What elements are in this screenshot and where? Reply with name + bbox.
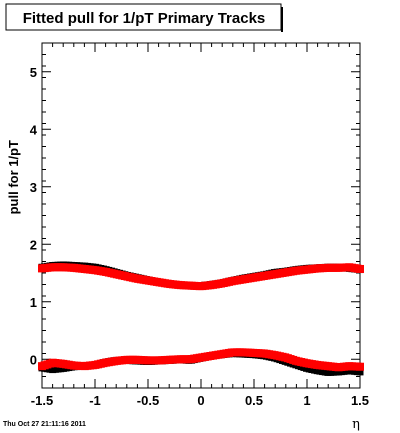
x-tick-label: -1 (89, 393, 101, 408)
y-tick-label: 4 (30, 122, 38, 137)
data-point (356, 368, 364, 376)
y-tick-label: 1 (30, 295, 37, 310)
plot-frame (41, 42, 361, 389)
x-tick-label: 1 (303, 393, 310, 408)
chart-title: Fitted pull for 1/pT Primary Tracks (23, 10, 266, 27)
axis-ticks (41, 42, 361, 389)
x-tick-label: 1.5 (351, 393, 369, 408)
y-tick-label: 3 (30, 180, 37, 195)
y-axis-label: pull for 1/pT (6, 140, 21, 214)
title-box-shadow (281, 7, 283, 32)
axis-tick-labels: -1.5 -1 -0.5 0 0.5 1 1.5 0 1 2 3 4 5 (30, 65, 369, 408)
title-box (5, 3, 282, 31)
x-tick-label: 0.5 (245, 393, 263, 408)
series-1 (38, 263, 364, 291)
data-series (38, 261, 364, 376)
y-tick-label: 0 (30, 352, 37, 367)
x-tick-label: 0 (197, 393, 204, 408)
y-tick-label: 5 (30, 65, 37, 80)
x-tick-label: -0.5 (137, 393, 159, 408)
data-point (356, 362, 364, 371)
x-axis-label: η (352, 417, 360, 432)
series-3 (38, 348, 364, 372)
footer-timestamp: Thu Oct 27 21:11:16 2011 (3, 421, 86, 428)
x-tick-label: -1.5 (31, 393, 53, 408)
y-tick-label: 2 (30, 237, 37, 252)
data-point (356, 264, 364, 273)
